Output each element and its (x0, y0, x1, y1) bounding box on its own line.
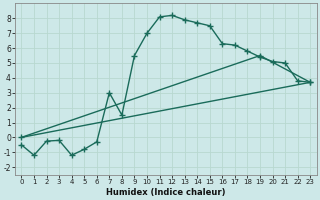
X-axis label: Humidex (Indice chaleur): Humidex (Indice chaleur) (106, 188, 226, 197)
